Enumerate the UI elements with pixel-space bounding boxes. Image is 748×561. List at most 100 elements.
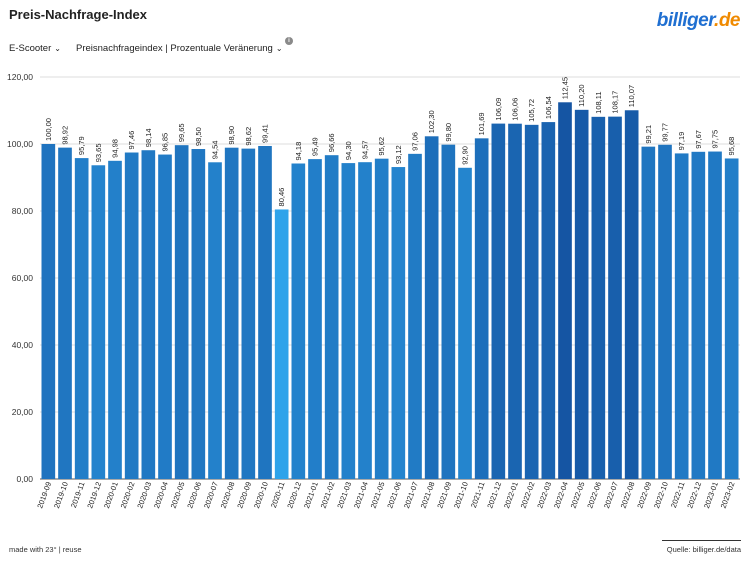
data-label: 106,06 — [511, 98, 520, 121]
x-tick-label: 2021-07 — [402, 481, 420, 510]
data-label: 97,46 — [127, 131, 136, 150]
y-tick-label: 100,00 — [7, 139, 33, 149]
bar — [291, 163, 306, 479]
data-label: 92,90 — [461, 146, 470, 165]
bar — [608, 116, 622, 480]
chevron-down-icon: ⌄ — [275, 44, 283, 53]
data-label: 95,68 — [727, 137, 736, 156]
data-label: 98,14 — [144, 128, 153, 147]
data-label: 96,85 — [161, 133, 170, 152]
bar — [424, 136, 439, 480]
data-label: 99,21 — [644, 125, 653, 144]
x-tick-label: 2020-01 — [102, 481, 120, 510]
bar — [508, 123, 522, 479]
category-dropdown-label: E-Scooter — [9, 43, 52, 54]
bar — [241, 148, 256, 480]
x-tick-label: 2023-01 — [702, 481, 720, 510]
y-tick-label: 80,00 — [12, 206, 34, 216]
x-tick-label: 2020-03 — [135, 481, 153, 510]
y-tick-label: 120,00 — [7, 72, 33, 82]
data-label: 110,20 — [577, 84, 586, 106]
bar — [41, 144, 56, 479]
footer-credit[interactable]: made with 23° | reuse — [9, 545, 82, 554]
data-label: 94,54 — [211, 141, 220, 160]
data-label: 101,69 — [477, 112, 486, 135]
x-tick-label: 2021-10 — [452, 481, 470, 510]
x-tick-label: 2021-06 — [385, 481, 403, 510]
x-tick-label: 2021-08 — [419, 481, 437, 510]
x-tick-label: 2020-07 — [202, 481, 220, 510]
x-tick-label: 2022-10 — [652, 481, 670, 510]
bar — [124, 152, 139, 479]
y-tick-label: 0,00 — [16, 474, 33, 484]
x-tick-label: 2020-02 — [119, 481, 137, 510]
logo-text-domain: .de — [714, 10, 740, 31]
data-label: 99,77 — [661, 123, 670, 142]
x-tick-label: 2019-10 — [52, 481, 70, 510]
data-label: 102,30 — [427, 110, 436, 133]
bar — [341, 163, 356, 479]
x-tick-label: 2022-03 — [535, 481, 553, 510]
footer-source[interactable]: Quelle: billiger.de/data — [666, 545, 741, 554]
data-label: 99,41 — [261, 124, 270, 143]
bar — [91, 165, 106, 479]
data-label: 97,67 — [694, 130, 703, 149]
bar — [158, 154, 172, 480]
bar — [191, 149, 206, 479]
data-label: 95,49 — [311, 137, 320, 156]
bar — [74, 158, 89, 479]
x-tick-label: 2022-07 — [602, 481, 620, 510]
bar — [724, 158, 739, 480]
x-tick-label: 2020-12 — [285, 481, 303, 510]
data-label: 95,79 — [77, 136, 86, 155]
x-tick-label: 2019-12 — [85, 481, 103, 510]
bar — [708, 151, 722, 479]
x-tick-label: 2022-01 — [502, 481, 520, 510]
metric-dropdown[interactable]: Preisnachfrageindex | Prozentuale Veräne… — [76, 43, 283, 54]
logo-text-main: billiger — [656, 10, 715, 31]
data-label: 100,00 — [44, 118, 53, 141]
data-label: 95,62 — [377, 137, 386, 156]
x-tick-label: 2021-01 — [302, 481, 320, 510]
x-tick-label: 2020-04 — [152, 481, 170, 510]
info-icon[interactable]: i — [285, 37, 293, 45]
footer-divider — [662, 540, 741, 541]
bar — [58, 147, 72, 480]
x-tick-label: 2022-12 — [685, 481, 703, 510]
bar — [208, 162, 222, 479]
y-tick-label: 40,00 — [12, 340, 34, 350]
bar — [224, 147, 239, 479]
data-label: 93,65 — [94, 143, 103, 162]
x-tick-label: 2021-09 — [435, 481, 453, 510]
x-tick-label: 2021-04 — [352, 481, 370, 510]
y-tick-label: 60,00 — [12, 273, 34, 283]
billiger-logo[interactable]: billiger.de — [656, 10, 741, 32]
bar — [358, 162, 372, 480]
bar — [408, 153, 422, 479]
bar — [308, 159, 322, 479]
x-tick-label: 2020-09 — [235, 481, 253, 510]
data-label: 98,62 — [244, 127, 253, 146]
bar — [474, 138, 489, 479]
x-tick-label: 2020-11 — [269, 481, 287, 509]
x-tick-label: 2020-10 — [252, 481, 270, 510]
bar — [524, 124, 539, 479]
x-tick-label: 2021-02 — [319, 481, 337, 510]
data-label: 97,19 — [677, 132, 686, 151]
data-label: 106,09 — [494, 98, 503, 121]
data-label: 98,90 — [227, 126, 236, 145]
chart-title: Preis-Nachfrage-Index — [9, 7, 147, 22]
x-tick-label: 2022-11 — [669, 481, 687, 509]
category-dropdown[interactable]: E-Scooter ⌄ — [9, 43, 61, 54]
bar — [624, 110, 639, 479]
data-label: 94,57 — [361, 140, 370, 159]
bar — [558, 102, 572, 479]
bar — [458, 167, 472, 479]
x-tick-label: 2020-05 — [169, 481, 187, 510]
x-tick-label: 2020-08 — [219, 481, 237, 510]
x-tick-label: 2019-09 — [35, 481, 53, 510]
data-label: 94,30 — [344, 141, 353, 160]
data-label: 93,12 — [394, 145, 403, 164]
x-tick-label: 2020-06 — [185, 481, 203, 510]
